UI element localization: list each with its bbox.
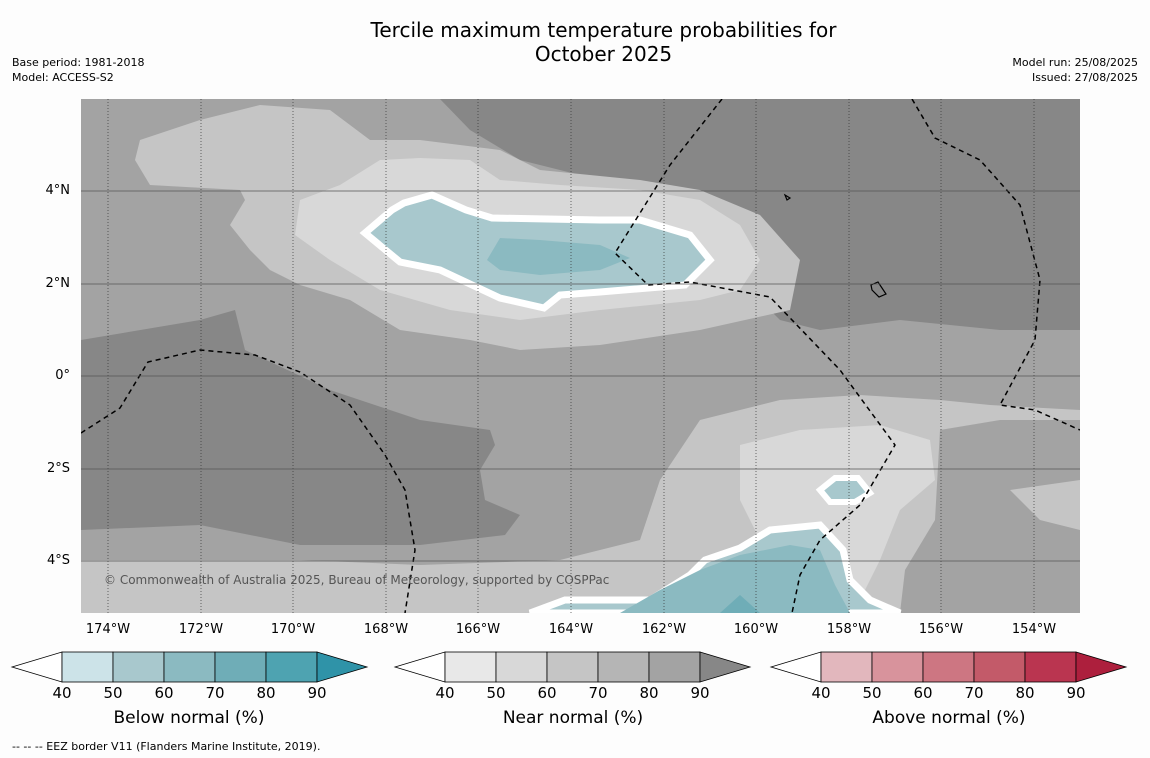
colorbar-above-normal — [769, 651, 1128, 683]
title-line-2: October 2025 — [534, 42, 673, 66]
colorbar-above-normal-tick-label: 90 — [1066, 684, 1086, 702]
map-title: Tercile maximum temperature probabilitie… — [0, 18, 1150, 66]
colorbar-near-normal-segment — [495, 651, 548, 683]
colorbar-above-normal-under-triangle — [769, 651, 822, 683]
lat-label-4s: 4°S — [46, 553, 70, 568]
near-normal-region-mid-southeast — [900, 420, 1080, 613]
colorbar-below-normal-over-triangle — [316, 651, 369, 683]
near-normal-region-dark-northeast — [440, 99, 1080, 330]
colorbar-above-normal-segment — [973, 651, 1026, 683]
lat-label-2s: 2°S — [46, 461, 70, 476]
below-normal-region-south-small — [815, 475, 875, 505]
colorbar-below-normal-tick-label: 50 — [103, 684, 123, 702]
colorbar-below-normal-under-triangle — [10, 651, 63, 683]
lat-gridlines — [81, 190, 1080, 562]
eez-border-footnote: -- -- -- EEZ border V11 (Flanders Marine… — [12, 740, 321, 753]
colorbar-near-normal-tick-label: 70 — [588, 684, 608, 702]
lon-label-154w: 154°W — [1011, 622, 1057, 637]
lon-label-158w: 158°W — [826, 622, 872, 637]
colorbar-near-normal-segment — [597, 651, 650, 683]
legend-label-above-normal: Above normal (%) — [872, 708, 1026, 728]
colorbar-below-normal-segment — [61, 651, 114, 683]
colorbar-below-normal — [10, 651, 369, 683]
below-normal-region-south-core — [720, 595, 760, 613]
copyright-notice: © Commonwealth of Australia 2025, Bureau… — [104, 573, 610, 587]
model-name: Model: ACCESS-S2 — [12, 71, 114, 84]
colorbar-below-normal-tick-label: 40 — [52, 684, 72, 702]
colorbar-above-normal-segment — [922, 651, 975, 683]
title-line-1: Tercile maximum temperature probabilitie… — [370, 18, 837, 42]
colorbar-above-normal-tick-label: 60 — [913, 684, 933, 702]
island-outline — [870, 281, 887, 298]
colorbar-above-normal-over-triangle — [1075, 651, 1128, 683]
colorbar-below-normal-tick-label: 80 — [256, 684, 276, 702]
lon-label-160w: 160°W — [733, 622, 779, 637]
colorbar-above-normal-tick-label: 40 — [811, 684, 831, 702]
colorbar-below-normal-segment — [163, 651, 216, 683]
colorbar-near-normal-tick-label: 90 — [690, 684, 710, 702]
colorbar-above-normal-segment — [1024, 651, 1077, 683]
colorbar-near-normal-segment — [648, 651, 701, 683]
island-outline-small — [783, 193, 792, 201]
lat-label-0: 0° — [55, 368, 70, 383]
colorbar-near-normal-under-triangle — [393, 651, 446, 683]
below-normal-region-south-inner — [620, 545, 850, 613]
colorbar-above-normal-segment — [820, 651, 873, 683]
near-normal-region-dark-west — [81, 310, 520, 545]
lon-label-166w: 166°W — [455, 622, 501, 637]
lon-label-162w: 162°W — [641, 622, 687, 637]
metadata-right: Model run: 25/08/2025 Issued: 27/08/2025 — [1012, 55, 1138, 85]
colorbar-below-normal-segment — [214, 651, 267, 683]
lat-label-2n: 2°N — [45, 276, 71, 291]
lon-label-174w: 174°W — [85, 622, 131, 637]
lon-label-156w: 156°W — [918, 622, 964, 637]
metadata-left: Base period: 1981-2018 Model: ACCESS-S2 — [12, 55, 144, 85]
colorbar-near-normal-segment — [546, 651, 599, 683]
below-normal-region-north-inner — [487, 238, 630, 275]
lon-label-172w: 172°W — [178, 622, 224, 637]
colorbar-below-normal-tick-label: 90 — [307, 684, 327, 702]
colorbar-near-normal-segment — [444, 651, 497, 683]
map-regions — [81, 99, 1080, 613]
colorbar-legends — [10, 651, 1128, 683]
colorbar-below-normal-segment — [112, 651, 165, 683]
legend-label-below-normal: Below normal (%) — [113, 708, 265, 728]
colorbar-above-normal-tick-label: 70 — [964, 684, 984, 702]
colorbar-near-normal-tick-label: 50 — [486, 684, 506, 702]
colorbar-near-normal-over-triangle — [699, 651, 752, 683]
colorbar-below-normal-tick-label: 70 — [205, 684, 225, 702]
colorbar-near-normal-tick-label: 80 — [639, 684, 659, 702]
colorbar-above-normal-tick-label: 50 — [862, 684, 882, 702]
colorbar-near-normal-tick-label: 60 — [537, 684, 557, 702]
lat-label-4n: 4°N — [45, 183, 71, 198]
colorbar-near-normal-tick-label: 40 — [435, 684, 455, 702]
colorbar-below-normal-segment — [265, 651, 318, 683]
lon-label-164w: 164°W — [548, 622, 594, 637]
colorbar-near-normal — [393, 651, 752, 683]
legend-label-near-normal: Near normal (%) — [502, 708, 644, 728]
model-run: Model run: 25/08/2025 — [1012, 56, 1138, 69]
near-normal-region-light-southwest — [81, 580, 120, 605]
colorbar-below-normal-tick-label: 60 — [154, 684, 174, 702]
base-period: Base period: 1981-2018 — [12, 56, 145, 69]
colorbar-above-normal-tick-label: 80 — [1015, 684, 1035, 702]
lon-label-170w: 170°W — [270, 622, 316, 637]
eez-border-lines — [81, 99, 1080, 613]
lon-label-168w: 168°W — [363, 622, 409, 637]
colorbar-above-normal-segment — [871, 651, 924, 683]
issued-date: Issued: 27/08/2025 — [1031, 71, 1138, 84]
